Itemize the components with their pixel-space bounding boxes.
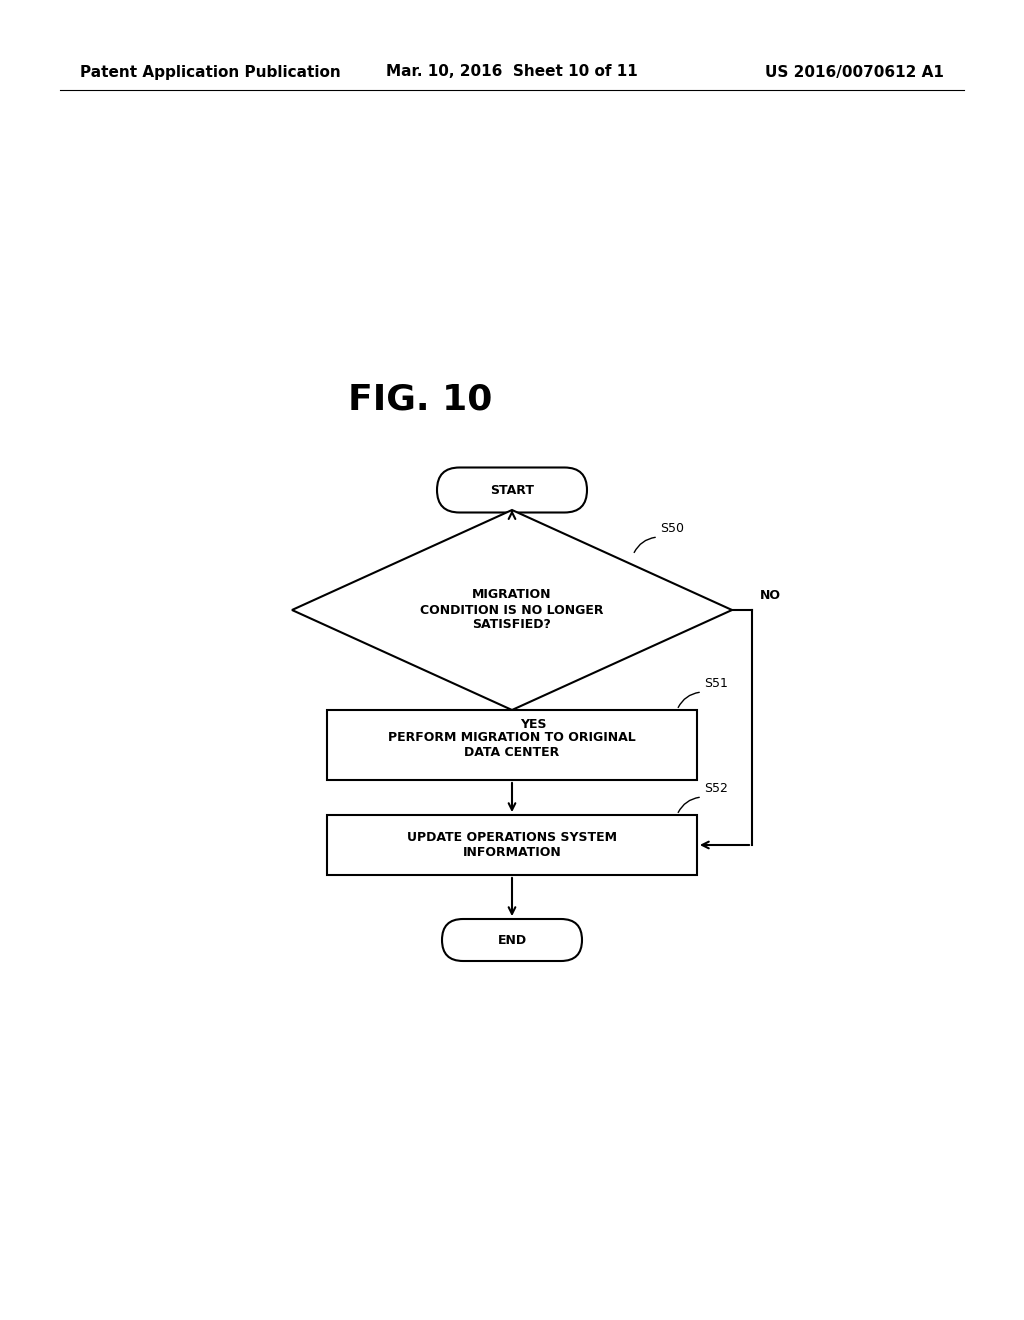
Text: MIGRATION
CONDITION IS NO LONGER
SATISFIED?: MIGRATION CONDITION IS NO LONGER SATISFI… — [420, 589, 604, 631]
Text: Patent Application Publication: Patent Application Publication — [80, 65, 341, 79]
Text: US 2016/0070612 A1: US 2016/0070612 A1 — [765, 65, 944, 79]
Text: S51: S51 — [705, 677, 728, 690]
Text: START: START — [490, 483, 534, 496]
Text: YES: YES — [520, 718, 547, 731]
Text: FIG. 10: FIG. 10 — [348, 383, 493, 417]
Text: S50: S50 — [660, 521, 684, 535]
Text: PERFORM MIGRATION TO ORIGINAL
DATA CENTER: PERFORM MIGRATION TO ORIGINAL DATA CENTE… — [388, 731, 636, 759]
Text: END: END — [498, 933, 526, 946]
Text: S52: S52 — [705, 781, 728, 795]
FancyBboxPatch shape — [442, 919, 582, 961]
Text: NO: NO — [760, 589, 781, 602]
Bar — [327, 814, 697, 875]
Text: Mar. 10, 2016  Sheet 10 of 11: Mar. 10, 2016 Sheet 10 of 11 — [386, 65, 638, 79]
Bar — [327, 710, 697, 780]
Polygon shape — [292, 510, 732, 710]
Text: UPDATE OPERATIONS SYSTEM
INFORMATION: UPDATE OPERATIONS SYSTEM INFORMATION — [407, 832, 617, 859]
FancyBboxPatch shape — [437, 467, 587, 512]
